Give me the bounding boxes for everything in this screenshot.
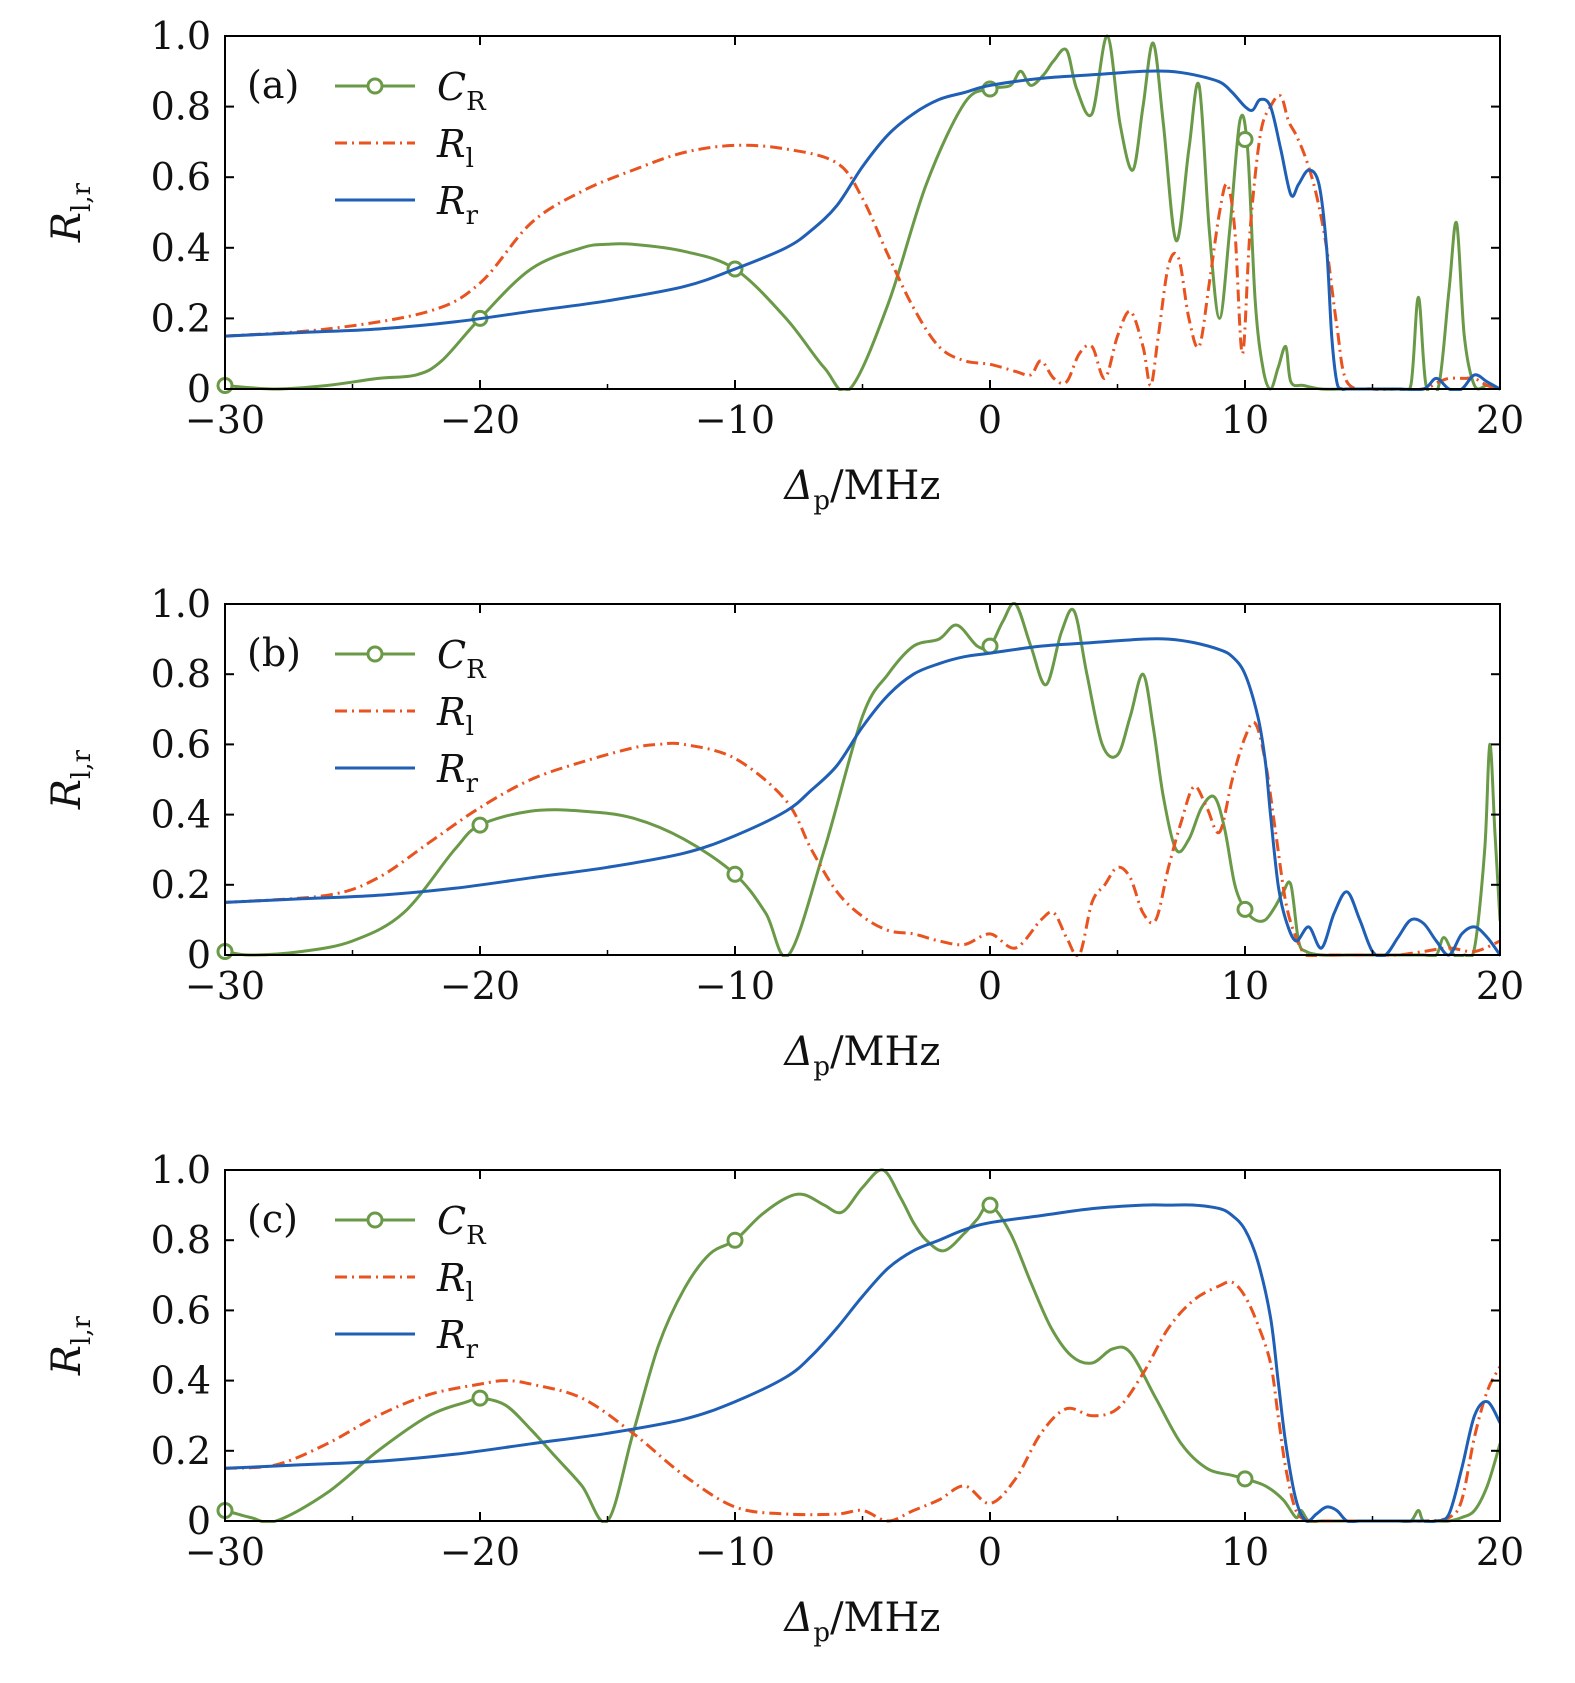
- x-axis-title: Δp/MHz: [783, 463, 941, 516]
- legend-label-r-l: Rl: [436, 1256, 474, 1308]
- x-tick-label: 20: [1476, 964, 1524, 1008]
- marker-cr-2: [726, 865, 744, 883]
- panel-3: −30 −20 −10 0 10 20 0 0.2 0.4 0.6 0.8 1.0 Δp/MHz Rl,r…: [44, 1148, 1524, 1648]
- legend-label-r-r: Rr: [436, 1313, 479, 1365]
- y-tick-label: 0.2: [151, 863, 211, 907]
- y-tick-label: 0.4: [151, 1359, 211, 1403]
- y-tick-label: 0.8: [151, 1218, 211, 1262]
- legend-label-r-l: Rl: [436, 690, 474, 742]
- x-tick-label: −30: [185, 964, 265, 1008]
- y-tick-label: 0.6: [151, 155, 211, 199]
- series-line-c-r: [225, 1168, 1500, 1523]
- y-tick-label: 0.6: [151, 1288, 211, 1332]
- panel-2: −30 −20 −10 0 10 20 0 0.2 0.4 0.6 0.8 1.0 Δp/MHz Rl,r…: [44, 582, 1524, 1082]
- marker-cr-4: [1236, 1470, 1254, 1488]
- y-tick-label: 0.2: [151, 296, 211, 340]
- plot-frame: [224, 1169, 1501, 1522]
- x-tick-label: −30: [185, 1530, 265, 1574]
- y-tick-label: 0: [187, 933, 211, 977]
- y-axis-title: Rl,r: [44, 749, 97, 810]
- y-tick-label: 1.0: [151, 14, 211, 58]
- plot-frame: [224, 603, 1501, 956]
- series-line-c-r: [225, 34, 1500, 391]
- x-tick-label: −30: [185, 398, 265, 442]
- y-tick-label: 0.4: [151, 226, 211, 270]
- legend-marker: [366, 77, 384, 95]
- series-line-r-r: [225, 1203, 1500, 1523]
- plot-frame: [224, 35, 1501, 390]
- x-tick-label: −10: [695, 398, 775, 442]
- marker-cr-4: [1236, 131, 1254, 149]
- series-line-r-r: [225, 637, 1500, 957]
- x-tick-label: −20: [440, 964, 520, 1008]
- x-axis-title: Δp/MHz: [783, 1029, 941, 1082]
- y-tick-label: 1.0: [151, 1148, 211, 1192]
- series-line-r-l: [225, 1280, 1500, 1523]
- y-tick-label: 0.4: [151, 793, 211, 837]
- series-line-r-r: [225, 69, 1500, 391]
- x-tick-label: −20: [440, 1530, 520, 1574]
- series-line-r-l: [225, 720, 1500, 957]
- panel-label: (a): [247, 63, 299, 107]
- x-tick-label: 10: [1221, 1530, 1269, 1574]
- x-tick-label: 10: [1221, 964, 1269, 1008]
- x-tick-label: −10: [695, 1530, 775, 1574]
- x-tick-label: −10: [695, 964, 775, 1008]
- y-axis-title: Rl,r: [44, 182, 97, 243]
- x-tick-label: 20: [1476, 1530, 1524, 1574]
- panel-label: (b): [247, 631, 301, 675]
- x-tick-label: −20: [440, 398, 520, 442]
- legend-label-c-r: CR: [437, 65, 487, 117]
- y-tick-label: 0.8: [151, 652, 211, 696]
- legend-label-r-r: Rr: [436, 747, 479, 799]
- x-tick-label: 0: [978, 1530, 1002, 1574]
- marker-cr-2: [726, 1231, 744, 1249]
- y-tick-label: 0.2: [151, 1429, 211, 1473]
- legend-label-c-r: CR: [437, 1199, 487, 1251]
- x-tick-label: 0: [978, 964, 1002, 1008]
- legend-label-r-l: Rl: [436, 122, 474, 174]
- y-tick-label: 1.0: [151, 582, 211, 626]
- marker-cr-3: [981, 1196, 999, 1214]
- y-tick-label: 0.6: [151, 722, 211, 766]
- x-tick-label: 20: [1476, 398, 1524, 442]
- legend-label-c-r: CR: [437, 633, 487, 685]
- y-tick-label: 0.8: [151, 85, 211, 129]
- legend-marker: [366, 1211, 384, 1229]
- series-line-c-r: [225, 602, 1500, 957]
- legend-label-r-r: Rr: [436, 179, 479, 231]
- panel-1: −30 −20 −10 0 10 20 0 0.2 0.4 0.6 0.8 1.0 Δp/MHz Rl,r…: [44, 14, 1524, 516]
- series-line-r-l: [225, 94, 1500, 391]
- panel-label: (c): [247, 1197, 298, 1241]
- legend-marker: [366, 645, 384, 663]
- x-axis-title: Δp/MHz: [783, 1595, 941, 1648]
- marker-cr-4: [1236, 900, 1254, 918]
- x-tick-label: 0: [978, 398, 1002, 442]
- y-tick-label: 0: [187, 367, 211, 411]
- marker-cr-1: [471, 816, 489, 834]
- x-tick-label: 10: [1221, 398, 1269, 442]
- y-tick-label: 0: [187, 1499, 211, 1543]
- y-axis-title: Rl,r: [44, 1315, 97, 1376]
- marker-cr-1: [471, 1389, 489, 1407]
